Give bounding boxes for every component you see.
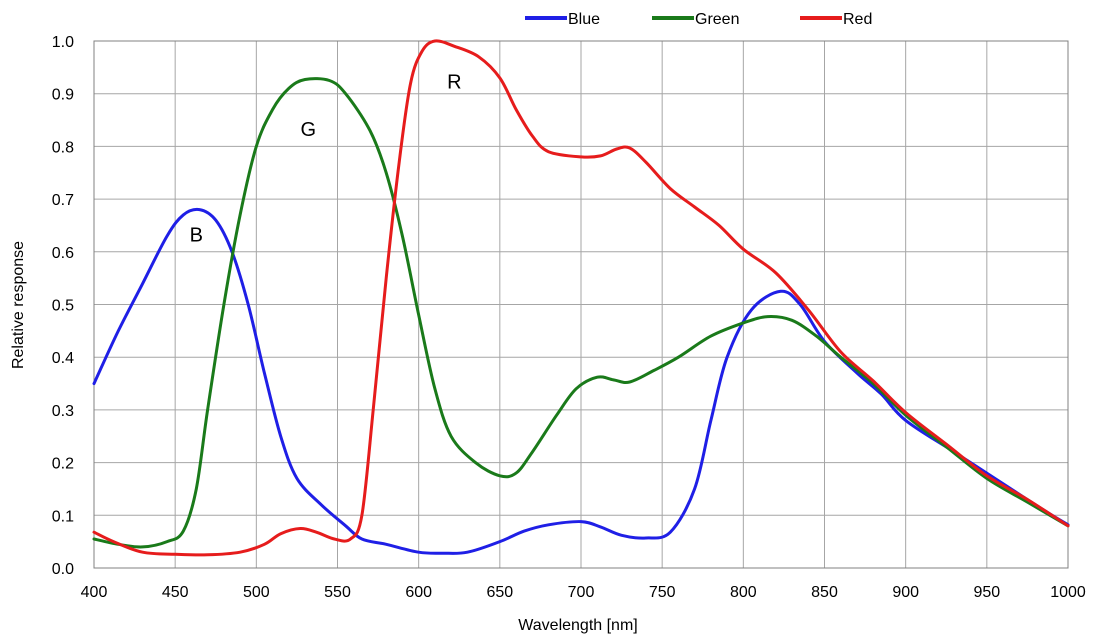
x-tick-label: 900 bbox=[892, 584, 919, 601]
series-line-green bbox=[92, 77, 1070, 549]
legend: Blue Green Red bbox=[525, 11, 872, 28]
y-tick-label: 1.0 bbox=[52, 34, 74, 51]
curve-label-blue: B bbox=[190, 224, 203, 246]
x-tick-label: 550 bbox=[324, 584, 351, 601]
curve-label-red: R bbox=[447, 71, 461, 93]
y-tick-label: 0.9 bbox=[52, 87, 74, 104]
grid bbox=[93, 40, 1069, 569]
y-tick-label: 0.6 bbox=[52, 245, 74, 262]
series-lines bbox=[92, 39, 1070, 557]
x-tick-label: 400 bbox=[81, 584, 108, 601]
legend-label-red: Red bbox=[843, 11, 872, 28]
legend-label-green: Green bbox=[695, 11, 739, 28]
series-line-red bbox=[92, 39, 1070, 557]
x-tick-label: 950 bbox=[973, 584, 1000, 601]
plot-frame bbox=[93, 40, 1069, 569]
y-tick-label: 0.3 bbox=[52, 403, 74, 420]
x-tick-label: 700 bbox=[568, 584, 595, 601]
y-tick-label: 0.7 bbox=[52, 192, 74, 209]
x-axis-title: Wavelength [nm] bbox=[518, 617, 637, 634]
x-tick-labels: 400 450 500 550 600 650 700 750 800 850 900 950 1000 bbox=[81, 584, 1086, 601]
y-axis-title: Relative response bbox=[10, 241, 27, 369]
y-tick-label: 0.2 bbox=[52, 456, 74, 473]
x-tick-label: 800 bbox=[730, 584, 757, 601]
x-tick-label: 850 bbox=[811, 584, 838, 601]
y-tick-label: 0.1 bbox=[52, 508, 74, 525]
legend-label-blue: Blue bbox=[568, 11, 600, 28]
y-tick-label: 0.8 bbox=[52, 139, 74, 156]
x-tick-label: 500 bbox=[243, 584, 270, 601]
x-tick-label: 650 bbox=[486, 584, 513, 601]
x-tick-label: 600 bbox=[405, 584, 432, 601]
curve-labels: B G R bbox=[190, 71, 462, 246]
x-tick-label: 750 bbox=[649, 584, 676, 601]
x-tick-label: 450 bbox=[162, 584, 189, 601]
y-tick-label: 0.0 bbox=[52, 561, 74, 578]
y-tick-label: 0.5 bbox=[52, 298, 74, 315]
x-tick-label: 1000 bbox=[1050, 584, 1086, 601]
y-tick-labels: 0.0 0.1 0.2 0.3 0.4 0.5 0.6 0.7 0.8 0.9 1.0 bbox=[52, 34, 74, 578]
curve-label-green: G bbox=[300, 119, 316, 141]
y-tick-label: 0.4 bbox=[52, 350, 74, 367]
